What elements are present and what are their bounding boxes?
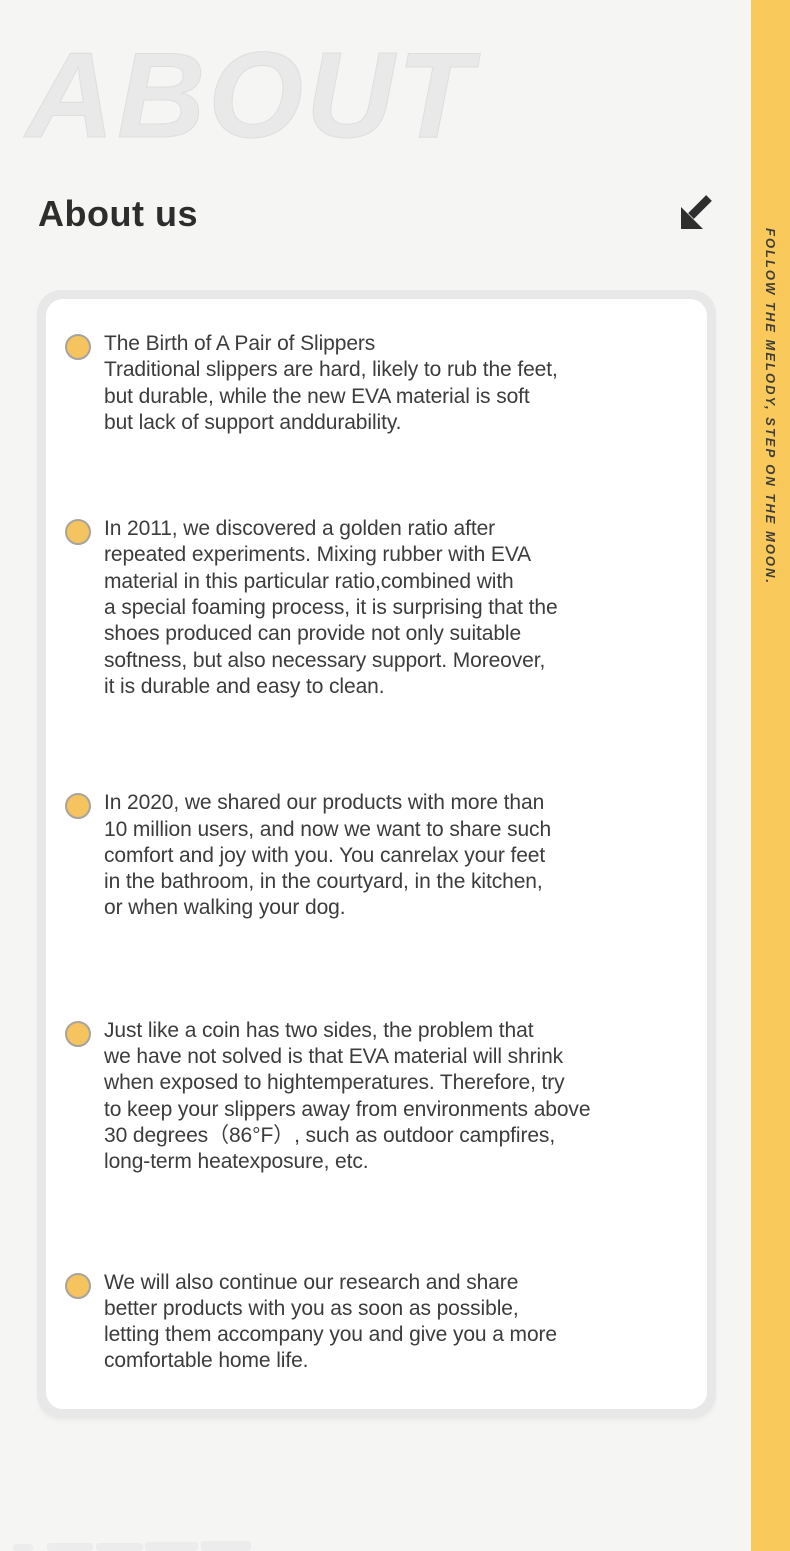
about-watermark: ABOUT [26, 27, 475, 163]
about-card: The Birth of A Pair of Slippers Traditio… [37, 290, 716, 1418]
list-item-text: We will also continue our research and s… [104, 1270, 557, 1373]
next-section-watermark-hint [13, 1544, 33, 1551]
page-title: About us [38, 193, 198, 234]
list-item-text: The Birth of A Pair of Slippers Traditio… [104, 332, 558, 434]
next-section-watermark-hint [96, 1543, 143, 1551]
list-item-text: In 2011, we discovered a golden ratio af… [104, 517, 558, 698]
list-item: In 2020, we shared our products with mor… [65, 790, 687, 921]
list-item: Just like a coin has two sides, the prob… [65, 1018, 687, 1176]
circle-bullet-icon [65, 1020, 91, 1047]
circle-bullet-icon [65, 1272, 91, 1299]
next-section-watermark-hint [145, 1542, 198, 1551]
side-banner: FOLLOW THE MELODY, STEP ON THE MOON. [751, 0, 790, 1551]
list-item: The Birth of A Pair of Slippers Traditio… [65, 331, 687, 436]
list-item-text: Just like a coin has two sides, the prob… [104, 1018, 591, 1174]
list-item-text: In 2020, we shared our products with mor… [104, 791, 552, 920]
circle-bullet-icon [65, 334, 91, 360]
arrow-down-left-icon [676, 192, 718, 234]
circle-bullet-icon [65, 793, 91, 820]
list-item: In 2011, we discovered a golden ratio af… [65, 516, 687, 700]
side-banner-text: FOLLOW THE MELODY, STEP ON THE MOON. [763, 228, 778, 586]
circle-bullet-icon [65, 519, 91, 546]
about-card-inner: The Birth of A Pair of Slippers Traditio… [46, 299, 707, 1409]
next-section-watermark-hint [201, 1541, 251, 1551]
list-item: We will also continue our research and s… [65, 1270, 687, 1375]
next-section-watermark-hint [47, 1543, 93, 1551]
